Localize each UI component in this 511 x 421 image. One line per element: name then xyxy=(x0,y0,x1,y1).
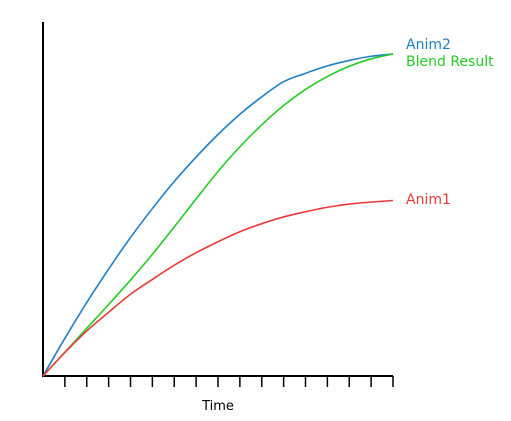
series-line-anim1 xyxy=(42,199,394,377)
x-axis-ticks xyxy=(64,376,394,387)
series-label-blend-result: Blend Result xyxy=(406,54,494,70)
series-line-anim2 xyxy=(42,53,394,377)
series-lines xyxy=(42,53,394,377)
series-label-anim2: Anim2 xyxy=(406,37,451,53)
axes xyxy=(42,22,393,377)
series-label-anim1: Anim1 xyxy=(406,192,451,208)
series-line-blend-result xyxy=(42,53,394,377)
x-axis-label: Time xyxy=(201,399,234,414)
